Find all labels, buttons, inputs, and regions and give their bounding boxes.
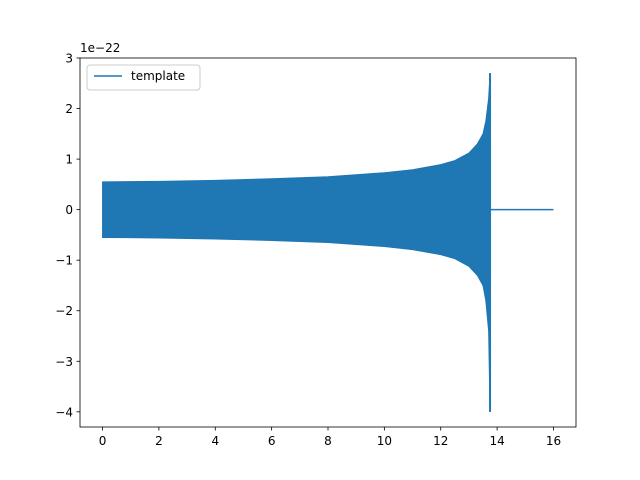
- x-tick-label: 6: [268, 434, 276, 448]
- y-tick-label: 3: [65, 52, 73, 66]
- x-tick-label: 16: [546, 434, 561, 448]
- y-tick-label: −4: [55, 405, 73, 419]
- y-tick-label: −2: [55, 304, 73, 318]
- y-tick-label: 1: [65, 153, 73, 167]
- plot-area: [102, 73, 554, 412]
- y-tick-label: −3: [55, 355, 73, 369]
- x-axis: 0 2 4 6 8 10 12 14 16: [99, 427, 561, 448]
- x-tick-label: 4: [211, 434, 219, 448]
- x-tick-label: 2: [155, 434, 163, 448]
- y-axis: 3 2 1 0 −1 −2 −3 −4: [55, 52, 80, 419]
- y-tick-label: 0: [65, 203, 73, 217]
- x-tick-label: 8: [324, 434, 332, 448]
- x-tick-label: 0: [99, 434, 107, 448]
- x-tick-label: 12: [433, 434, 448, 448]
- x-tick-label: 14: [489, 434, 504, 448]
- x-tick-label: 10: [377, 434, 392, 448]
- legend-label-template: template: [131, 69, 185, 83]
- y-offset-label: 1e−22: [80, 41, 120, 55]
- y-tick-label: 2: [65, 102, 73, 116]
- legend: template: [86, 64, 201, 91]
- series-template-band: [102, 73, 491, 412]
- y-tick-label: −1: [55, 254, 73, 268]
- legend-box: [86, 64, 201, 91]
